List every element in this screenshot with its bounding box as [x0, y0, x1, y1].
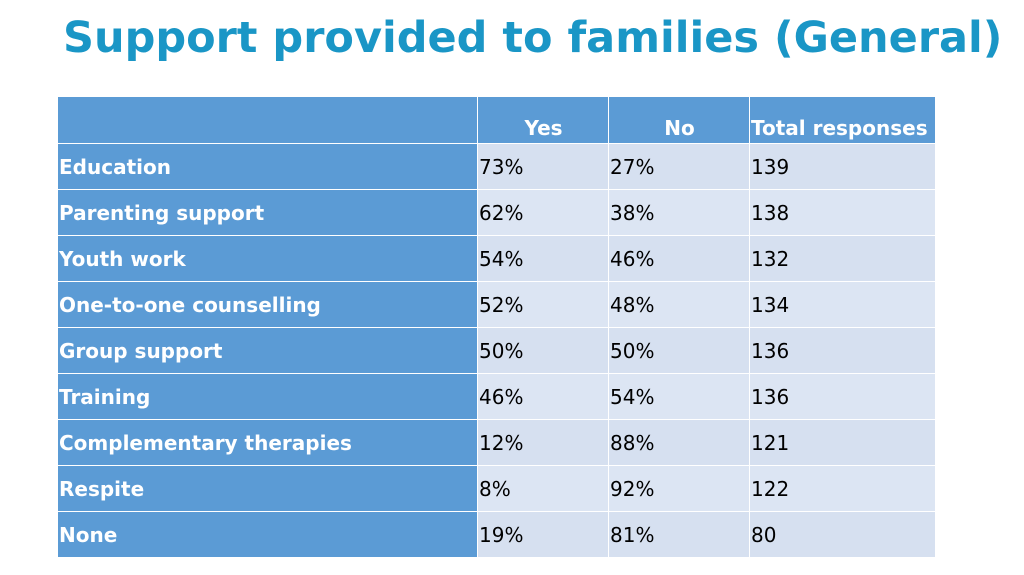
cell-total-responses: 136 [749, 327, 936, 374]
cell-total-responses: 80 [749, 511, 936, 558]
slide-title: Support provided to families (General) [63, 13, 1003, 63]
cell-total-responses: 138 [749, 189, 936, 236]
cell-yes: 8% [477, 465, 609, 512]
header-corner-cell [57, 96, 478, 144]
cell-no: 48% [608, 281, 750, 328]
cell-no: 27% [608, 143, 750, 190]
cell-total-responses: 122 [749, 465, 936, 512]
cell-no: 92% [608, 465, 750, 512]
table-row: Group support 50% 50% 136 [57, 327, 936, 374]
row-label: None [57, 511, 478, 558]
cell-yes: 54% [477, 235, 609, 282]
cell-yes: 52% [477, 281, 609, 328]
table-row: Respite 8% 92% 122 [57, 465, 936, 512]
table-row: Complementary therapies 12% 88% 121 [57, 419, 936, 466]
cell-yes: 46% [477, 373, 609, 420]
row-label: Respite [57, 465, 478, 512]
header-no: No [608, 96, 750, 144]
cell-yes: 50% [477, 327, 609, 374]
row-label: Youth work [57, 235, 478, 282]
cell-total-responses: 121 [749, 419, 936, 466]
header-total-responses: Total responses [749, 96, 936, 144]
cell-yes: 62% [477, 189, 609, 236]
table-row: Training 46% 54% 136 [57, 373, 936, 420]
cell-yes: 73% [477, 143, 609, 190]
row-label: Education [57, 143, 478, 190]
row-label: Parenting support [57, 189, 478, 236]
cell-no: 81% [608, 511, 750, 558]
cell-total-responses: 139 [749, 143, 936, 190]
cell-no: 54% [608, 373, 750, 420]
cell-total-responses: 134 [749, 281, 936, 328]
cell-yes: 19% [477, 511, 609, 558]
table-row: Parenting support 62% 38% 138 [57, 189, 936, 236]
cell-no: 38% [608, 189, 750, 236]
row-label: One-to-one counselling [57, 281, 478, 328]
row-label: Training [57, 373, 478, 420]
cell-total-responses: 132 [749, 235, 936, 282]
cell-no: 88% [608, 419, 750, 466]
table-header-row: Yes No Total responses [57, 96, 936, 144]
table-row: Education 73% 27% 139 [57, 143, 936, 190]
table-body: Education 73% 27% 139 Parenting support 62% 38… [57, 143, 936, 558]
table-row: One-to-one counselling 52% 48% 134 [57, 281, 936, 328]
cell-total-responses: 136 [749, 373, 936, 420]
data-table-container: Yes No Total responses Education 73% 27% 13… [57, 96, 936, 558]
cell-no: 50% [608, 327, 750, 374]
row-label: Complementary therapies [57, 419, 478, 466]
support-table: Yes No Total responses Education 73% 27% 13… [57, 96, 936, 558]
table-row: Youth work 54% 46% 132 [57, 235, 936, 282]
cell-no: 46% [608, 235, 750, 282]
row-label: Group support [57, 327, 478, 374]
header-yes: Yes [477, 96, 609, 144]
table-row: None 19% 81% 80 [57, 511, 936, 558]
cell-yes: 12% [477, 419, 609, 466]
